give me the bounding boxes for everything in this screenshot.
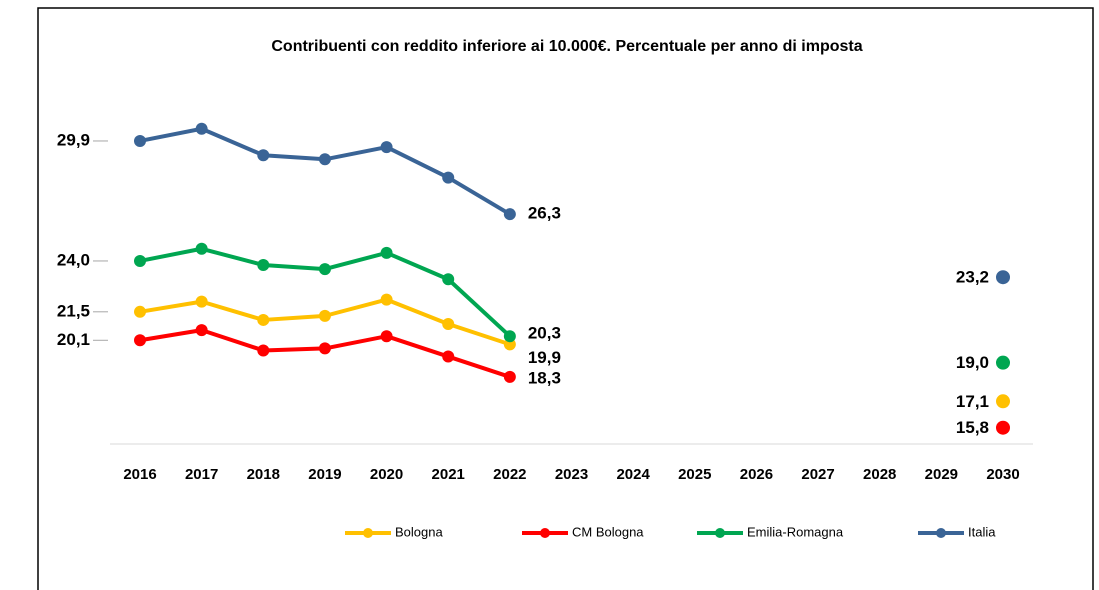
x-tick-label: 2021 <box>432 466 465 483</box>
data-label: 23,2 <box>956 268 989 287</box>
point <box>996 270 1010 285</box>
legend-label: Bologna <box>395 524 443 539</box>
point <box>442 171 455 184</box>
point <box>380 330 393 343</box>
legend-marker <box>715 528 725 538</box>
point <box>195 295 208 308</box>
x-tick-label: 2017 <box>185 466 218 483</box>
data-label: 26,3 <box>528 204 561 223</box>
point <box>996 420 1010 435</box>
data-label: 18,3 <box>528 368 561 387</box>
point <box>380 246 393 259</box>
chart-title: Contribuenti con reddito inferiore ai 10… <box>271 38 862 55</box>
legend-marker <box>363 528 373 538</box>
x-tick-label: 2018 <box>247 466 280 483</box>
x-tick-label: 2027 <box>801 466 834 483</box>
point <box>257 259 270 272</box>
x-tick-label: 2026 <box>740 466 773 483</box>
x-tick-label: 2025 <box>678 466 711 483</box>
point <box>318 263 331 276</box>
point <box>318 309 331 322</box>
data-label: 19,0 <box>956 353 989 372</box>
point <box>318 153 331 166</box>
point <box>195 324 208 337</box>
legend-label: CM Bologna <box>572 524 644 539</box>
series-line <box>139 246 512 338</box>
point <box>503 330 516 343</box>
data-label: 20,1 <box>57 330 90 349</box>
data-label: 19,9 <box>528 348 561 367</box>
point <box>442 350 455 363</box>
point <box>996 355 1010 370</box>
point <box>318 342 331 355</box>
point <box>195 122 208 135</box>
legend-label: Italia <box>968 524 996 539</box>
point <box>503 370 516 383</box>
data-label: 15,8 <box>956 418 989 437</box>
data-label: 24,0 <box>57 250 90 269</box>
data-label: 21,5 <box>57 301 90 320</box>
point <box>257 313 270 326</box>
point <box>380 293 393 306</box>
series-line <box>139 297 511 347</box>
frame <box>37 7 1094 590</box>
point <box>380 141 393 154</box>
x-tick-label: 2028 <box>863 466 896 483</box>
x-tick-label: 2023 <box>555 466 588 483</box>
data-label: 17,1 <box>956 392 989 411</box>
x-tick-label: 2029 <box>925 466 958 483</box>
data-label: 20,3 <box>528 324 561 343</box>
point <box>996 394 1010 409</box>
point <box>503 208 516 221</box>
point <box>442 273 455 286</box>
x-tick-label: 2016 <box>123 466 156 483</box>
legend-label: Emilia-Romagna <box>747 524 844 539</box>
point <box>134 134 146 147</box>
x-tick-label: 2030 <box>986 466 1019 483</box>
x-tick-label: 2020 <box>370 466 403 483</box>
x-tick-label: 2024 <box>616 466 650 483</box>
point <box>134 334 146 347</box>
x-tick-label: 2022 <box>493 466 526 483</box>
point <box>134 305 146 318</box>
point <box>442 318 455 331</box>
data-label: 29,9 <box>57 130 90 149</box>
series-line <box>139 126 511 216</box>
x-tick-label: 2019 <box>308 466 341 483</box>
point <box>134 254 146 267</box>
point <box>195 242 208 255</box>
legend-marker <box>540 528 550 538</box>
legend-marker <box>936 528 946 538</box>
point <box>257 149 270 162</box>
point <box>257 344 270 357</box>
